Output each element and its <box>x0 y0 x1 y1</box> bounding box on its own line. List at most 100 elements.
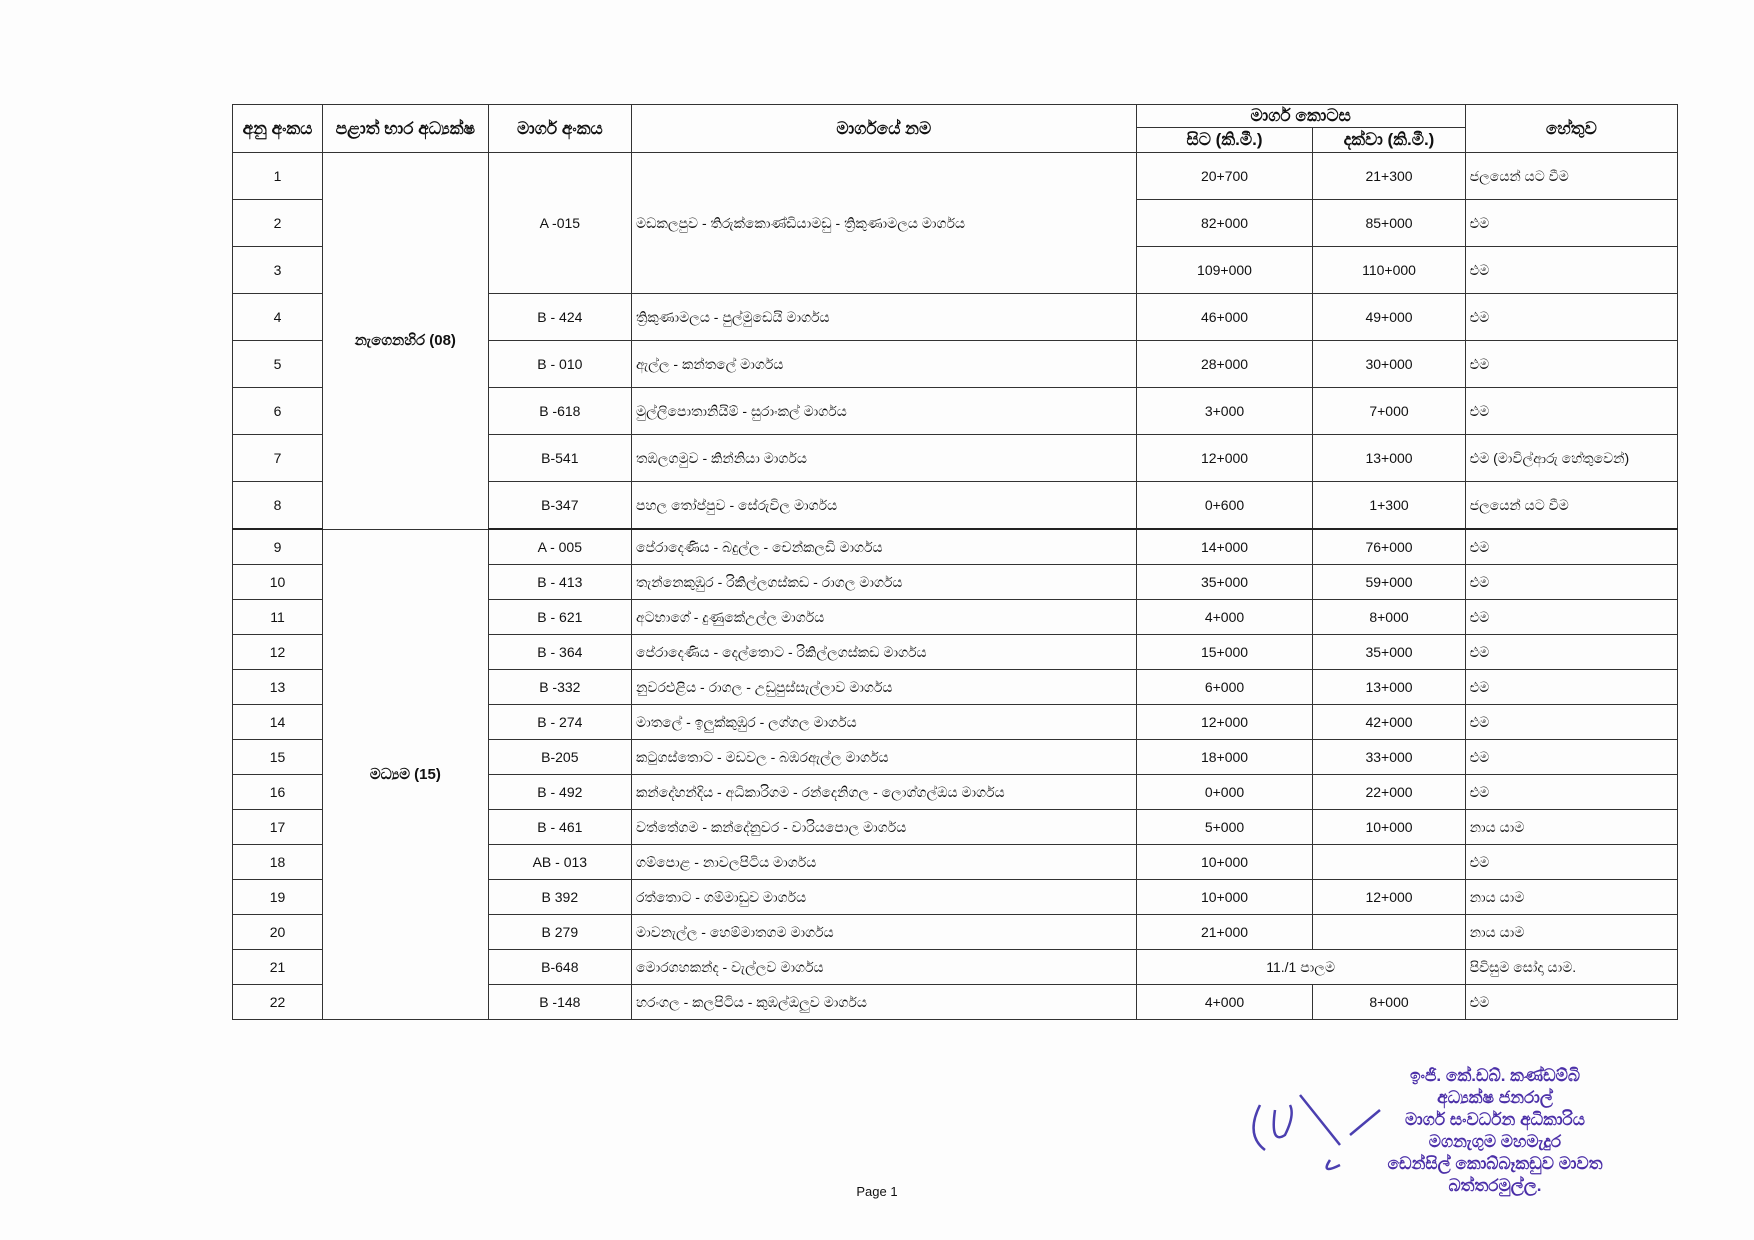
section-from: 10+000 <box>1135 879 1314 915</box>
reason: ජලයෙන් යට වීම <box>1464 152 1679 200</box>
section-from: 21+000 <box>1135 914 1314 950</box>
road-code: B -332 <box>487 669 633 705</box>
serial-number: 12 <box>231 634 324 670</box>
road-code: B - 413 <box>487 564 633 600</box>
header-serial: අනු අංකය <box>231 104 324 153</box>
serial-number: 18 <box>231 844 324 880</box>
serial-number: 13 <box>231 669 324 705</box>
section-to: 42+000 <box>1312 704 1466 740</box>
section-to: 1+300 <box>1312 481 1466 530</box>
section-to: 12+000 <box>1312 879 1466 915</box>
reason: නාය යාම <box>1464 914 1679 950</box>
section-to: 13+000 <box>1312 434 1466 482</box>
road-code: B-205 <box>487 739 633 775</box>
section-from: 109+000 <box>1135 246 1314 294</box>
road-name: පේරාදෙණිය - දෙල්තොට - රිකිල්ලගස්කඩ මාර්ග… <box>631 634 1137 670</box>
signature-stamp: ඉංජි. කේ.ඩබ්. කණ්ඩම්බි අධ්‍යක්ෂ ජනරාල් මාර… <box>1370 1065 1620 1197</box>
section-from: 46+000 <box>1135 293 1314 341</box>
road-name: මාවනැල්ල - හෙම්මාතගම මාර්ගය <box>631 914 1137 950</box>
road-name: මාතලේ - ඉලුක්කුඹුර - ලග්ගල මාර්ගය <box>631 704 1137 740</box>
header-road-name: මාර්ගයේ නම <box>631 104 1137 153</box>
header-from: සිට (කි.මී.) <box>1135 127 1314 153</box>
road-name: වත්තේගම - කන්දේනුවර - වාරියපොල මාර්ගය <box>631 809 1137 845</box>
table-row: 17 B - 461 වත්තේගම - කන්දේනුවර - වාරියපොල … <box>231 809 1679 845</box>
header-office: පළාත් භාර අධ්‍යක්ෂ <box>322 104 489 153</box>
reason: එම <box>1464 984 1679 1020</box>
road-code: B -148 <box>487 984 633 1020</box>
road-code: B 279 <box>487 914 633 950</box>
section-from: 0+000 <box>1135 774 1314 810</box>
serial-number: 1 <box>231 152 324 200</box>
section-from: 12+000 <box>1135 704 1314 740</box>
road-closures-table: අනු අංකය පළාත් භාර අධ්‍යක්ෂ මාර්ග අංකය ම… <box>231 104 1679 1020</box>
section-to: 8+000 <box>1312 984 1466 1020</box>
road-name: තඹලගමුව - කින්නියා මාර්ගය <box>631 434 1137 482</box>
reason: එම <box>1464 669 1679 705</box>
section-to: 10+000 <box>1312 809 1466 845</box>
section-from: 82+000 <box>1135 199 1314 247</box>
table-row: 15 B-205 කටුගස්තොට - මඩවල - බඹරඇල්ල මාර්ගය… <box>231 739 1679 775</box>
reason: එම <box>1464 774 1679 810</box>
road-name: පේරාදෙණිය - බදුල්ල - චෙන්කලඩි මාර්ගය <box>631 528 1137 565</box>
serial-number: 5 <box>231 340 324 388</box>
road-name: කටුගස්තොට - මඩවල - බඹරඇල්ල මාර්ගය <box>631 739 1137 775</box>
road-name: රත්තොට - ගම්මාඩුව මාර්ගය <box>631 879 1137 915</box>
section-from: 3+000 <box>1135 387 1314 435</box>
road-name: කන්දේහන්දිය - අධිකාරිගම - රන්දෙනිගල - ලො… <box>631 774 1137 810</box>
road-code: A - 005 <box>487 528 633 565</box>
section-from: 18+000 <box>1135 739 1314 775</box>
table-row: 11 B - 621 අටභාගේ - දුණුකේඋල්ල මාර්ගය 4+000… <box>231 599 1679 635</box>
signature-block: ඉංජි. කේ.ඩබ්. කණ්ඩම්බි අධ්‍යක්ෂ ජනරාල් මාර… <box>1240 1065 1620 1215</box>
serial-number: 2 <box>231 199 324 247</box>
road-code: B - 010 <box>487 340 633 388</box>
reason: එම <box>1464 739 1679 775</box>
serial-number: 16 <box>231 774 324 810</box>
section-from: 5+000 <box>1135 809 1314 845</box>
reason: එම <box>1464 340 1679 388</box>
road-code: A -015 <box>487 152 633 294</box>
serial-number: 15 <box>231 739 324 775</box>
section-from: 20+700 <box>1135 152 1314 200</box>
road-name: ගම්පොළ - නාවලපිටිය මාර්ගය <box>631 844 1137 880</box>
road-code: B -618 <box>487 387 633 435</box>
section-from: 10+000 <box>1135 844 1314 880</box>
section-from: 4+000 <box>1135 984 1314 1020</box>
table-row: 1 නැගෙනහිර (08) A -015 මඩකලපුව - තිරුක්කොණ්… <box>231 152 1679 530</box>
section-from: 14+000 <box>1135 528 1314 565</box>
section-from: 28+000 <box>1135 340 1314 388</box>
table-row: 5 B - 010 ඇල්ල - කන්තලේ මාර්ගය 28+000 30+000… <box>231 340 1679 388</box>
section-to: 76+000 <box>1312 528 1466 565</box>
serial-number: 21 <box>231 949 324 985</box>
road-name: ඇල්ල - කන්තලේ මාර්ගය <box>631 340 1137 388</box>
reason: එම <box>1464 246 1679 294</box>
serial-number: 11 <box>231 599 324 635</box>
road-code: B - 461 <box>487 809 633 845</box>
reason: පිවිසුම සෝදා යාම. <box>1464 949 1679 985</box>
section-to: 21+300 <box>1312 152 1466 200</box>
section-to: 8+000 <box>1312 599 1466 635</box>
serial-number: 17 <box>231 809 324 845</box>
reason: එම <box>1464 844 1679 880</box>
road-name: මඩකලපුව - තිරුක්කොණ්ඩියාමඩු - ත්‍රිකුණාම… <box>631 152 1137 294</box>
road-code: B - 274 <box>487 704 633 740</box>
header-to: දක්වා (කි.මී.) <box>1312 127 1466 153</box>
table-row: 18 AB - 013 ගම්පොළ - නාවලපිටිය මාර්ගය 10+00… <box>231 844 1679 880</box>
handwritten-signature <box>1252 1094 1381 1171</box>
serial-number: 8 <box>231 481 324 530</box>
table-row: 4 B - 424 ත්‍රිකුණාමලය - පුල්මුඩෙයි මාර්ගය… <box>231 293 1679 341</box>
reason: එම <box>1464 199 1679 247</box>
road-name: තැන්නෙකුඹුර - රිකිල්ලගස්කඩ - රාගල මාර්ගය <box>631 564 1137 600</box>
serial-number: 6 <box>231 387 324 435</box>
reason: එම <box>1464 293 1679 341</box>
reason: එම <box>1464 599 1679 635</box>
section-to: 13+000 <box>1312 669 1466 705</box>
reason: නාය යාම <box>1464 879 1679 915</box>
road-name: නුවරඑළිය - රාගල - උඩුපුස්සැල්ලාව මාර්ගය <box>631 669 1137 705</box>
road-name: අටභාගේ - දුණුකේඋල්ල මාර්ගය <box>631 599 1137 635</box>
table-row: 7 B-541 තඹලගමුව - කින්නියා මාර්ගය 12+000 13+… <box>231 434 1679 482</box>
section-to <box>1312 914 1466 950</box>
header-reason: හේතුව <box>1464 104 1679 153</box>
section-to: 30+000 <box>1312 340 1466 388</box>
section-to: 85+000 <box>1312 199 1466 247</box>
road-name: ත්‍රිකුණාමලය - පුල්මුඩෙයි මාර්ගය <box>631 293 1137 341</box>
